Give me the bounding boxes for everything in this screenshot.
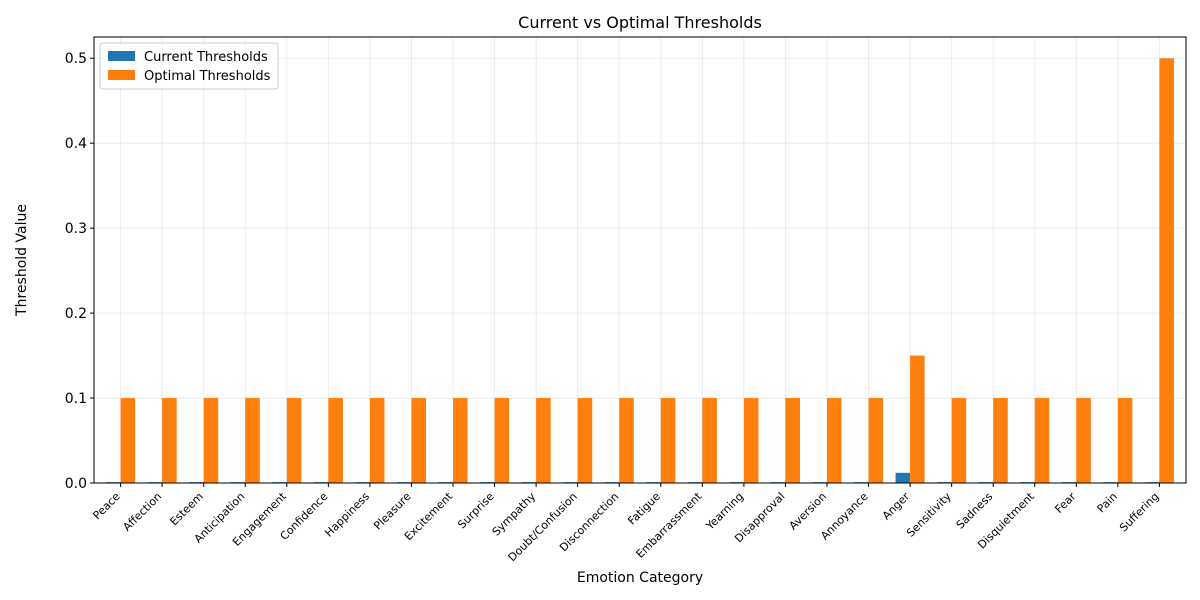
bar-optimal-threshold [826,398,842,483]
plot-frame [93,36,1187,484]
bar-optimal-threshold [162,398,177,483]
y-tick-label: 0.1 [65,391,87,407]
bar-optimal-threshold [1034,398,1050,483]
legend-box [99,42,279,90]
bar-optimal-threshold [951,398,967,483]
bar-optimal-threshold [286,398,302,483]
bar-optimal-threshold [1076,398,1091,483]
bar-optimal-threshold [785,398,800,483]
bar-optimal-threshold [660,398,676,483]
bar-optimal-threshold [910,355,925,483]
y-tick-label: 0.4 [65,136,87,152]
y-tick-label: 0.5 [65,51,87,67]
bar-optimal-threshold [120,398,136,483]
legend: Current Thresholds Optimal Thresholds [99,42,279,90]
y-tick-label: 0.0 [65,476,87,492]
bar-current-threshold [895,472,911,483]
bar-optimal-threshold [702,398,717,483]
legend-label-optimal: Optimal Thresholds [144,69,271,84]
bar-optimal-threshold [536,398,551,483]
legend-swatch-current [108,51,135,61]
bar-optimal-threshold [1159,58,1174,483]
bar-optimal-threshold [411,398,427,483]
bars [106,58,1174,483]
bar-optimal-threshold [203,398,219,483]
bar-optimal-threshold [369,398,385,483]
bar-optimal-threshold [577,398,593,483]
legend-swatch-optimal [108,70,135,80]
bar-optimal-threshold [619,398,634,483]
x-axis-label: Emotion Category [577,570,703,586]
bar-optimal-threshold [328,398,343,483]
bar-optimal-threshold [868,398,884,483]
bar-optimal-threshold [993,398,1008,483]
bar-optimal-threshold [1117,398,1133,483]
y-tick-label: 0.2 [65,306,87,322]
y-axis-label: Threshold Value [14,204,30,317]
chart-title: Current vs Optimal Thresholds [518,13,762,32]
y-tick-label: 0.3 [65,221,87,237]
bar-optimal-threshold [743,398,759,483]
bar-optimal-threshold [494,398,510,483]
bar-optimal-threshold [245,398,260,483]
bar-optimal-threshold [453,398,468,483]
legend-label-current: Current Thresholds [144,50,268,65]
